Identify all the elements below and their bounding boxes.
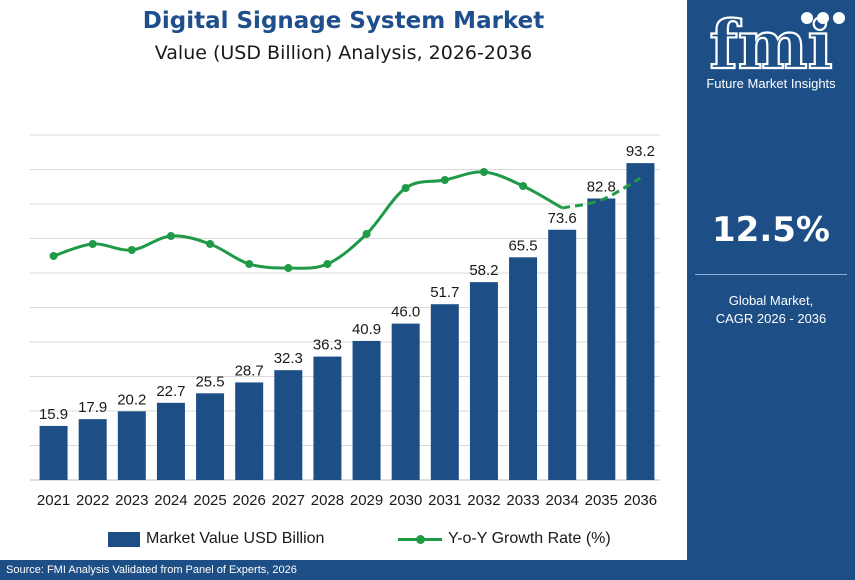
sidebar-panel: fmi Future Market Insights 12.5% Global …: [687, 0, 855, 580]
bar-2022: [78, 419, 107, 480]
x-tick-2027: 2027: [272, 492, 305, 509]
legend-label-market-value: Market Value USD Billion: [146, 530, 325, 547]
bar-2036: [626, 163, 655, 480]
x-tick-2029: 2029: [350, 492, 383, 509]
chart-svg: 15.9 2021 17.9 2022 20.2 2023 22.7 2024 25.5 2025…: [30, 134, 660, 509]
cagr-value: 12.5%: [712, 210, 830, 250]
growth-point-2024: [166, 232, 175, 240]
x-tick-2031: 2031: [428, 492, 461, 509]
growth-point-2021: [49, 252, 58, 260]
bar-2031: [430, 304, 459, 480]
bar-2021: [39, 425, 68, 480]
bar-label-2025: 25.5: [195, 373, 224, 390]
logo-lettering: fmi: [709, 8, 832, 76]
bar-label-2028: 36.3: [313, 337, 342, 354]
bar-2024: [156, 402, 185, 480]
chart-title: Digital Signage System Market: [142, 8, 545, 34]
growth-point-2027: [284, 264, 293, 272]
x-tick-2026: 2026: [233, 492, 266, 509]
cagr-label-line2: CAGR 2026 - 2036: [715, 311, 827, 326]
bar-2027: [274, 370, 303, 480]
chart-subtitle: Value (USD Billion) Analysis, 2026-2036: [154, 42, 533, 64]
bar-label-2023: 20.2: [117, 391, 146, 408]
bar-label-2032: 58.2: [469, 262, 498, 279]
bar-label-2030: 46.0: [391, 304, 420, 321]
bar-2026: [235, 382, 264, 480]
bar-2028: [313, 356, 342, 480]
growth-point-2029: [362, 230, 371, 238]
bar-label-2026: 28.7: [235, 362, 264, 379]
legend-item-growth-rate: Y-o-Y Growth Rate (%): [398, 530, 611, 548]
growth-point-2022: [88, 240, 97, 248]
x-tick-2022: 2022: [76, 492, 109, 509]
bar-label-2022: 17.9: [78, 399, 107, 416]
bar-label-2029: 40.9: [352, 321, 381, 338]
bar-label-2035: 82.8: [587, 178, 616, 195]
growth-point-2026: [245, 260, 254, 268]
growth-point-2031: [440, 176, 449, 184]
growth-point-2032: [479, 168, 488, 176]
x-tick-2023: 2023: [115, 492, 148, 509]
x-tick-2028: 2028: [311, 492, 344, 509]
bar-label-2036: 93.2: [626, 143, 655, 160]
bar-2032: [469, 282, 498, 480]
growth-point-2030: [401, 184, 410, 192]
growth-line-solid: [53, 170, 563, 270]
bar-2033: [509, 257, 538, 480]
bar-2023: [117, 411, 146, 480]
bar-label-2021: 15.9: [39, 406, 68, 423]
globe-icon-3: [833, 12, 845, 24]
x-tick-2030: 2030: [389, 492, 422, 509]
x-tick-2032: 2032: [467, 492, 500, 509]
x-tick-2024: 2024: [154, 492, 187, 509]
legend-swatch-line: [398, 531, 442, 547]
bar-2025: [196, 393, 225, 480]
cagr-label: Global Market, CAGR 2026 - 2036: [687, 292, 855, 328]
divider: [695, 274, 847, 275]
source-note: Source: FMI Analysis Validated from Pane…: [0, 560, 687, 580]
legend-label-growth-rate: Y-o-Y Growth Rate (%): [448, 530, 611, 547]
globe-icon-1: [801, 12, 813, 24]
bar-2029: [352, 340, 381, 480]
bar-label-2034: 73.6: [548, 210, 577, 227]
x-tick-2021: 2021: [37, 492, 70, 509]
growth-point-2028: [323, 260, 332, 268]
bar-label-2027: 32.3: [274, 350, 303, 367]
bar-2030: [391, 323, 420, 480]
x-tick-2035: 2035: [585, 492, 618, 509]
bar-2035: [587, 198, 616, 481]
legend-item-market-value: Market Value USD Billion: [108, 530, 324, 548]
bar-label-2031: 51.7: [430, 284, 459, 301]
x-tick-2033: 2033: [506, 492, 539, 509]
fmi-logo: fmi: [708, 8, 845, 76]
growth-point-2023: [127, 246, 136, 254]
bar-label-2024: 22.7: [156, 383, 185, 400]
x-tick-2034: 2034: [546, 492, 579, 509]
legend-swatch-bar: [108, 531, 140, 547]
chart-area: Digital Signage System Market Value (USD…: [0, 8, 687, 580]
bar-label-2033: 65.5: [508, 237, 537, 254]
bar-2034: [548, 229, 577, 480]
cagr-label-line1: Global Market,: [728, 293, 814, 308]
globe-icon-2: [817, 12, 829, 24]
x-tick-2025: 2025: [193, 492, 226, 509]
growth-line-dashed: [561, 176, 642, 210]
growth-point-2025: [206, 240, 215, 248]
growth-point-2033: [519, 182, 528, 190]
brand-name: Future Market Insights: [706, 76, 836, 91]
x-tick-2036: 2036: [624, 492, 657, 509]
